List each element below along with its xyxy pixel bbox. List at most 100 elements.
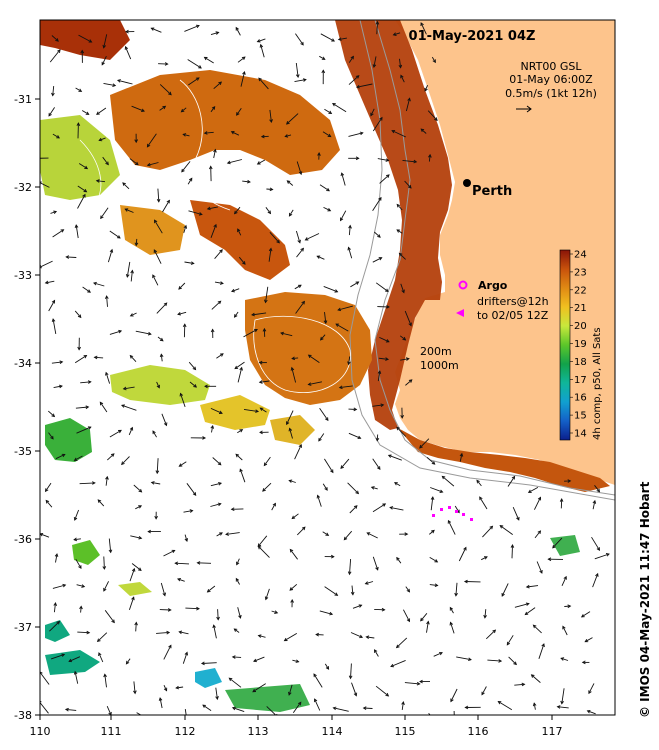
current-arrow — [105, 371, 111, 384]
current-arrow — [340, 458, 350, 469]
current-arrow — [104, 295, 109, 307]
current-arrow — [77, 337, 81, 351]
current-arrow — [231, 655, 242, 659]
current-arrow — [365, 635, 375, 640]
city-label: Perth — [472, 184, 512, 199]
current-arrow — [348, 224, 352, 236]
current-arrow — [459, 452, 464, 462]
current-arrow — [324, 108, 333, 115]
current-arrow — [399, 335, 407, 341]
current-arrow — [178, 630, 189, 635]
current-arrow — [399, 532, 409, 536]
current-arrow — [296, 526, 306, 536]
current-arrow — [124, 208, 134, 213]
current-arrow — [514, 602, 530, 608]
current-arrow — [64, 707, 77, 712]
current-arrow — [453, 710, 455, 715]
contour-label-200m: 200m — [420, 345, 452, 358]
current-arrow — [377, 158, 390, 162]
current-arrow — [116, 79, 133, 85]
current-arrow — [426, 620, 430, 633]
current-arrow — [405, 97, 411, 112]
current-arrow — [319, 407, 329, 422]
current-arrow — [233, 206, 241, 215]
bathymetry-1000m-contour — [349, 20, 615, 501]
current-arrow — [506, 635, 514, 646]
current-arrow — [135, 505, 143, 510]
current-arrow — [292, 701, 302, 714]
current-arrow — [238, 256, 246, 265]
sst-contour — [179, 79, 231, 211]
current-arrow — [49, 620, 61, 632]
map-title: 01-May-2021 04Z — [409, 29, 536, 44]
current-arrow — [524, 607, 536, 616]
warm-patch — [190, 200, 290, 280]
drifter-track — [432, 506, 473, 521]
current-arrow — [398, 252, 406, 260]
current-arrow — [430, 487, 444, 494]
current-arrow — [318, 433, 325, 442]
current-arrow — [233, 628, 240, 633]
current-arrow — [78, 163, 89, 170]
current-arrow — [183, 224, 188, 233]
current-arrow — [323, 206, 332, 212]
current-arrow — [313, 673, 323, 688]
current-arrow — [251, 312, 267, 317]
cool-patch — [200, 395, 270, 430]
current-arrow — [233, 311, 239, 318]
current-arrow — [157, 336, 164, 342]
current-arrow — [73, 509, 80, 521]
current-arrow — [389, 506, 404, 511]
cool-patch — [195, 668, 222, 688]
current-arrow — [184, 709, 187, 715]
current-arrow — [259, 43, 265, 58]
current-arrow — [188, 210, 203, 216]
current-arrow — [182, 133, 190, 137]
current-arrow — [290, 598, 294, 608]
current-arrow — [258, 380, 270, 384]
current-arrow — [420, 613, 428, 622]
current-arrow — [419, 679, 431, 684]
current-arrow — [350, 632, 364, 639]
current-arrow — [156, 302, 168, 314]
x-tick-label: 113 — [248, 725, 269, 738]
current-arrow — [80, 380, 92, 384]
current-arrow — [162, 199, 170, 213]
current-arrow — [404, 681, 421, 686]
current-arrow — [316, 255, 325, 260]
cool-patch — [40, 115, 120, 200]
current-arrow — [98, 652, 104, 663]
current-arrow — [124, 45, 132, 60]
colorbar-label: 4h comp, p50, All Sats — [592, 327, 603, 440]
velocity-scale-arrow — [516, 105, 532, 113]
current-arrow — [133, 484, 143, 493]
current-arrow — [532, 702, 537, 710]
current-arrow — [289, 583, 298, 591]
current-arrow — [319, 334, 326, 341]
current-arrow — [352, 604, 363, 609]
x-tick-label: 112 — [175, 725, 196, 738]
current-arrow — [175, 685, 184, 690]
current-arrow — [286, 180, 294, 186]
current-arrow — [45, 499, 53, 508]
cool-patch — [270, 415, 315, 445]
current-arrow — [332, 102, 347, 113]
current-arrow — [324, 458, 334, 474]
current-arrow — [405, 586, 411, 593]
current-arrow — [374, 649, 379, 657]
current-arrow — [40, 671, 50, 685]
drifter-marker — [456, 309, 464, 317]
current-arrow — [122, 182, 130, 190]
current-arrow — [420, 128, 427, 134]
current-arrow — [243, 328, 258, 338]
current-arrow — [372, 196, 382, 212]
current-arrow — [290, 366, 297, 383]
current-arrow — [347, 558, 352, 576]
current-arrow — [156, 188, 161, 203]
x-tick-label: 116 — [468, 725, 489, 738]
current-arrow — [429, 557, 439, 563]
current-arrow — [294, 284, 302, 290]
cool-patch — [72, 540, 100, 565]
current-arrow — [372, 257, 383, 263]
